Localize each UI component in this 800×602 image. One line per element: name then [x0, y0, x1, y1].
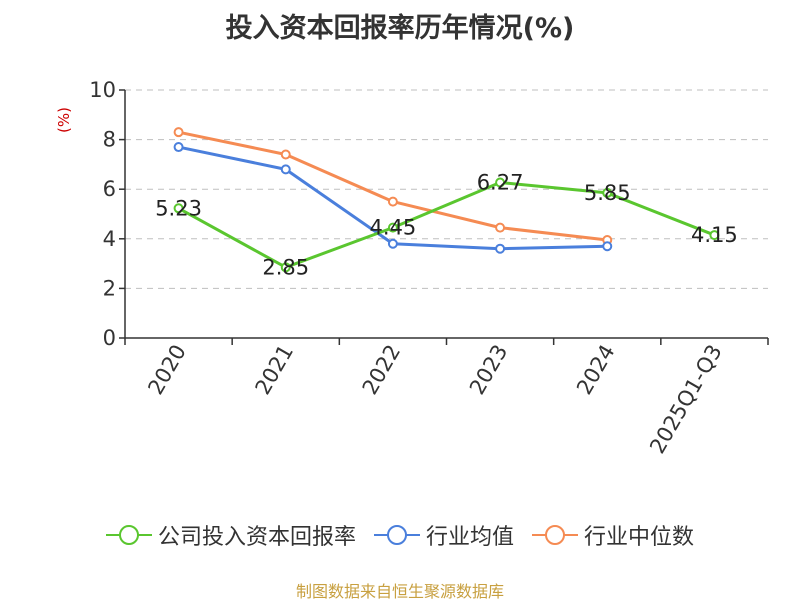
data-label: 5.85 [584, 181, 631, 205]
data-point [173, 203, 184, 214]
legend-label-industry-avg: 行业均值 [425, 525, 514, 550]
x-tick-label: 2024 [572, 341, 620, 399]
data-point [280, 262, 291, 273]
chart-title: 投入资本回报率历年情况(%) [225, 13, 575, 44]
data-label: 4.45 [370, 216, 417, 240]
legend-marker-industry-avg [373, 525, 420, 545]
series-line [177, 181, 715, 269]
data-point [280, 149, 291, 160]
data-point [602, 241, 613, 252]
data-label: 5.23 [155, 196, 202, 220]
legend-marker-company [105, 525, 152, 545]
data-point [280, 164, 291, 175]
data-point [173, 127, 184, 138]
x-tick-label: 2021 [251, 341, 299, 399]
data-point [602, 187, 613, 198]
legend-marker-industry-median [532, 525, 578, 545]
y-tick-label: 10 [89, 78, 116, 102]
x-tick-label: 2023 [465, 341, 513, 399]
x-tick-label: 2025Q1-Q3 [645, 341, 727, 458]
legend-item-industry-avg[interactable]: 行业均值 [373, 519, 514, 551]
x-tick-label: 2020 [143, 341, 191, 399]
data-point [495, 177, 506, 188]
legend-item-industry-median[interactable]: 行业中位数 [532, 519, 694, 551]
legend-label-industry-median: 行业中位数 [584, 525, 695, 550]
data-point [495, 243, 506, 254]
y-tick-label: 2 [103, 276, 116, 300]
data-point [709, 230, 720, 241]
y-tick-label: 6 [103, 177, 116, 201]
legend-label-company: 公司投入资本回报率 [157, 525, 356, 550]
x-tick-label: 2022 [358, 341, 406, 399]
y-tick-label: 8 [103, 128, 116, 152]
data-point [173, 142, 184, 153]
legend: 公司投入资本回报率 行业均值 行业中位数 [0, 519, 800, 551]
data-label: 6.27 [477, 171, 524, 195]
legend-item-company[interactable]: 公司投入资本回报率 [105, 519, 356, 551]
data-label: 2.85 [262, 255, 309, 279]
data-point [387, 222, 398, 233]
data-source-note: 制图数据来自恒生聚源数据库 [295, 582, 504, 601]
data-point [387, 196, 398, 207]
data-point [387, 238, 398, 249]
y-tick-label: 0 [103, 326, 116, 350]
y-tick-label: 4 [103, 227, 116, 251]
data-point [495, 222, 506, 233]
data-label: 4.15 [691, 223, 738, 247]
